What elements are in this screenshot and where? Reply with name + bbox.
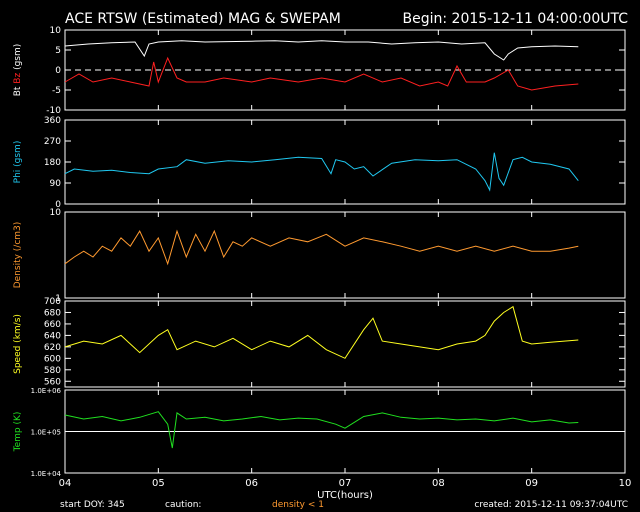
caution-label: caution:: [165, 500, 201, 510]
y-tick-label: 5: [55, 46, 61, 56]
chart-title: ACE RTSW (Estimated) MAG & SWEPAM: [65, 11, 341, 27]
y-tick-label: 1.0E+04: [31, 470, 62, 478]
y-tick-label: 360: [44, 116, 61, 126]
series-line-speed: [64, 305, 579, 359]
y-tick-label: 640: [44, 331, 61, 341]
series-line-bt: [64, 40, 579, 61]
x-tick-label: 09: [525, 478, 538, 489]
y-tick-label: 600: [44, 354, 61, 364]
y-tick-label: -5: [52, 86, 61, 96]
y-tick-label: 10: [50, 208, 62, 218]
created-time: created: 2015-12-11 09:37:04UTC: [474, 500, 628, 510]
y-tick-label: 1.0E+06: [31, 387, 62, 395]
start-doy: start DOY: 345: [60, 500, 125, 510]
y-axis-label-part: Bz: [13, 73, 23, 87]
panel-phi: 0 90 180 270 360 Phi (gsm): [13, 116, 626, 210]
y-axis-label: Bt Bz (gsm): [13, 44, 23, 97]
x-tick-label: 06: [245, 478, 258, 489]
panel-mag: -10 -5 0 5 10 Bt Bz (gsm): [13, 26, 626, 116]
y-axis-label: Density (/cm3): [13, 222, 23, 289]
y-tick-label: 1: [55, 294, 61, 304]
y-tick-label: 700: [44, 297, 61, 307]
y-tick-label: 560: [44, 377, 61, 387]
y-tick-label: 0: [55, 200, 61, 210]
panel-temp: 1.0E+04 1.0E+05 1.0E+06 Temp (K) 04 05 06 07 08 0…: [13, 387, 631, 501]
y-axis-label: Temp (K): [13, 412, 23, 453]
y-tick-label: 620: [44, 343, 61, 353]
series-line-density: [64, 229, 579, 266]
y-tick-label: -10: [46, 106, 61, 116]
series-line-bz: [64, 56, 579, 91]
x-tick-label: 05: [152, 478, 165, 489]
begin-time: Begin: 2015-12-11 04:00:00UTC: [403, 11, 629, 27]
y-axis-label: Speed (km/s): [13, 314, 23, 374]
x-tick-label: 07: [339, 478, 352, 489]
y-tick-label: 270: [44, 137, 61, 147]
y-tick-label: 180: [44, 158, 61, 168]
x-axis-label: UTC(hours): [317, 490, 373, 501]
x-tick-label: 08: [432, 478, 445, 489]
y-tick-label: 0: [55, 66, 61, 76]
series-line-temp: [64, 411, 579, 449]
y-tick-label: 1.0E+05: [31, 429, 61, 437]
x-tick-label: 04: [59, 478, 72, 489]
density-caution-note: density < 1: [272, 500, 324, 510]
y-axis-label: Phi (gsm): [13, 141, 23, 184]
y-tick-label: 90: [50, 179, 62, 189]
panel-density: 1 10 Density (/cm3): [13, 208, 626, 304]
y-tick-label: 660: [44, 320, 61, 330]
x-tick-label: 10: [619, 478, 632, 489]
y-tick-label: 10: [50, 26, 62, 36]
y-tick-label: 680: [44, 308, 61, 318]
y-tick-label: 580: [44, 366, 61, 376]
series-line-phi: [64, 152, 579, 192]
y-axis-label-part: (gsm): [13, 44, 23, 73]
y-axis-label-part: Bt: [13, 86, 23, 96]
